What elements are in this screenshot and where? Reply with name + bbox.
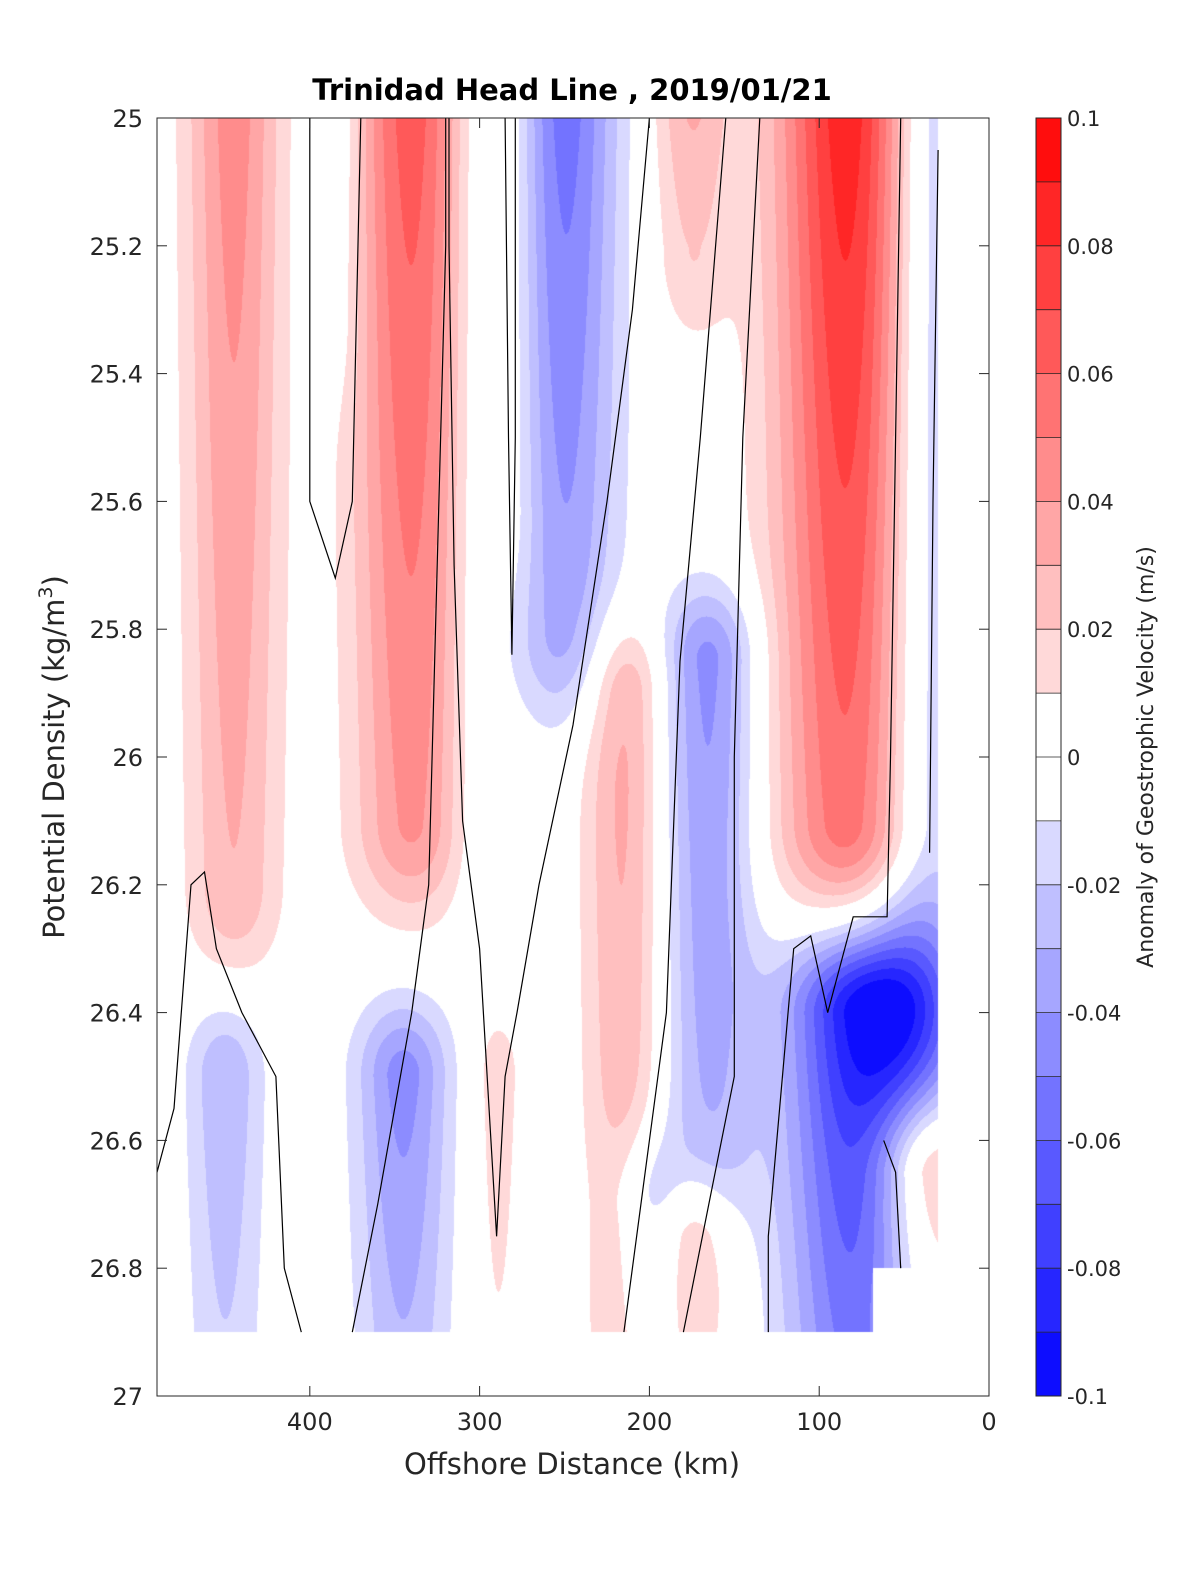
zero-contour-6	[682, 117, 761, 1333]
y-axis-label: Potential Density (kg/m3)	[35, 575, 71, 939]
colorbar-band	[1036, 437, 1061, 502]
zero-contour-1	[309, 117, 362, 581]
colorbar-band	[1036, 820, 1061, 886]
zero-contour-5	[623, 117, 727, 1333]
colorbar-band	[1036, 757, 1061, 822]
colorbar-tick-label: -0.04	[1067, 1002, 1121, 1026]
zero-contour-4	[448, 117, 650, 1237]
colorbar-tick-label: -0.08	[1067, 1257, 1121, 1281]
x-tick-label: 100	[796, 1408, 842, 1436]
colorbar-band	[1036, 1012, 1061, 1077]
colorbar-bands	[1036, 118, 1061, 1397]
colorbar-tick-label: 0.02	[1067, 618, 1114, 642]
y-tick-label: 25.4	[90, 361, 143, 389]
colorbar-band	[1036, 693, 1061, 758]
colorbar-band	[1036, 118, 1061, 183]
x-axis-ticks: 400 300 200 100 0	[287, 118, 997, 1436]
y-tick-label: 25.6	[90, 488, 143, 516]
y-axis-label-superscript: 3	[35, 586, 57, 598]
chart-title: Trinidad Head Line , 2019/01/21	[312, 73, 832, 107]
colorbar-label: Anomaly of Geostrophic Velocity (m/s)	[1134, 546, 1159, 968]
colorbar-band	[1036, 1076, 1061, 1141]
colorbar-tick-label: 0.04	[1067, 490, 1114, 514]
y-tick-label: 25.8	[90, 616, 143, 644]
zero-contour-3	[504, 117, 516, 655]
zero-contour-7	[767, 117, 902, 1333]
x-tick-label: 400	[287, 1408, 333, 1436]
zero-contour-lines	[156, 117, 939, 1333]
colorbar-band	[1036, 181, 1061, 247]
colorbar-tick-label: -0.02	[1067, 874, 1121, 898]
colorbar-band	[1036, 1140, 1061, 1205]
y-tick-label: 25.2	[90, 233, 143, 261]
y-tick-label: 27	[112, 1383, 143, 1411]
colorbar-ticks: 0.1 0.08 0.06 0.04 0.02 0 -0.02 -0.04 -0.06 -0.08…	[1067, 107, 1121, 1409]
colorbar: 0.1 0.08 0.06 0.04 0.02 0 -0.02 -0.04 -0.06 -0.08…	[1035, 107, 1121, 1409]
colorbar-tick-label: 0.08	[1067, 235, 1114, 259]
y-tick-label: 26.4	[90, 1000, 143, 1028]
y-tick-label: 25	[112, 105, 143, 133]
x-axis-label: Offshore Distance (km)	[404, 1447, 740, 1481]
colorbar-tick-label: 0	[1067, 746, 1080, 770]
colorbar-band	[1036, 629, 1061, 694]
zero-contour-10	[883, 1140, 902, 1269]
y-axis-ticks: 25 25.2 25.4 25.6 25.8 26 26.2 26.4 26.6 26.8 27	[90, 105, 989, 1411]
colorbar-band	[1036, 245, 1061, 311]
colorbar-band	[1036, 1332, 1061, 1397]
x-tick-label: 300	[457, 1408, 503, 1436]
y-tick-label: 26.8	[90, 1255, 143, 1283]
colorbar-tick-label: -0.1	[1067, 1385, 1108, 1409]
y-tick-label: 26	[112, 744, 143, 772]
y-axis-label-main: Potential Density (kg/m	[37, 599, 71, 939]
velocity-heatmap	[157, 118, 989, 1396]
colorbar-band	[1036, 309, 1061, 375]
colorbar-band	[1036, 1268, 1061, 1333]
y-axis-label-close: )	[37, 575, 71, 586]
plot-area: 400 300 200 100 0 25 25.2 25.4 25.6 25.8 26 26.2 26…	[90, 105, 997, 1436]
colorbar-tick-label: 0.1	[1067, 107, 1100, 131]
y-tick-label: 26.2	[90, 872, 143, 900]
zero-contour-9	[929, 149, 939, 853]
colorbar-band	[1036, 501, 1061, 566]
colorbar-band	[1036, 948, 1061, 1014]
colorbar-tick-label: 0.06	[1067, 363, 1114, 387]
colorbar-band	[1036, 884, 1061, 950]
x-tick-label: 200	[627, 1408, 673, 1436]
colorbar-band	[1036, 565, 1061, 630]
zero-contour-2	[351, 118, 447, 1333]
zero-contour-8	[156, 870, 302, 1333]
colorbar-frame	[1035, 117, 1062, 1397]
y-tick-label: 26.6	[90, 1127, 143, 1155]
x-tick-label: 0	[981, 1408, 996, 1436]
colorbar-band	[1036, 1204, 1061, 1269]
colorbar-band	[1036, 373, 1061, 438]
colorbar-tick-label: -0.06	[1067, 1129, 1121, 1153]
